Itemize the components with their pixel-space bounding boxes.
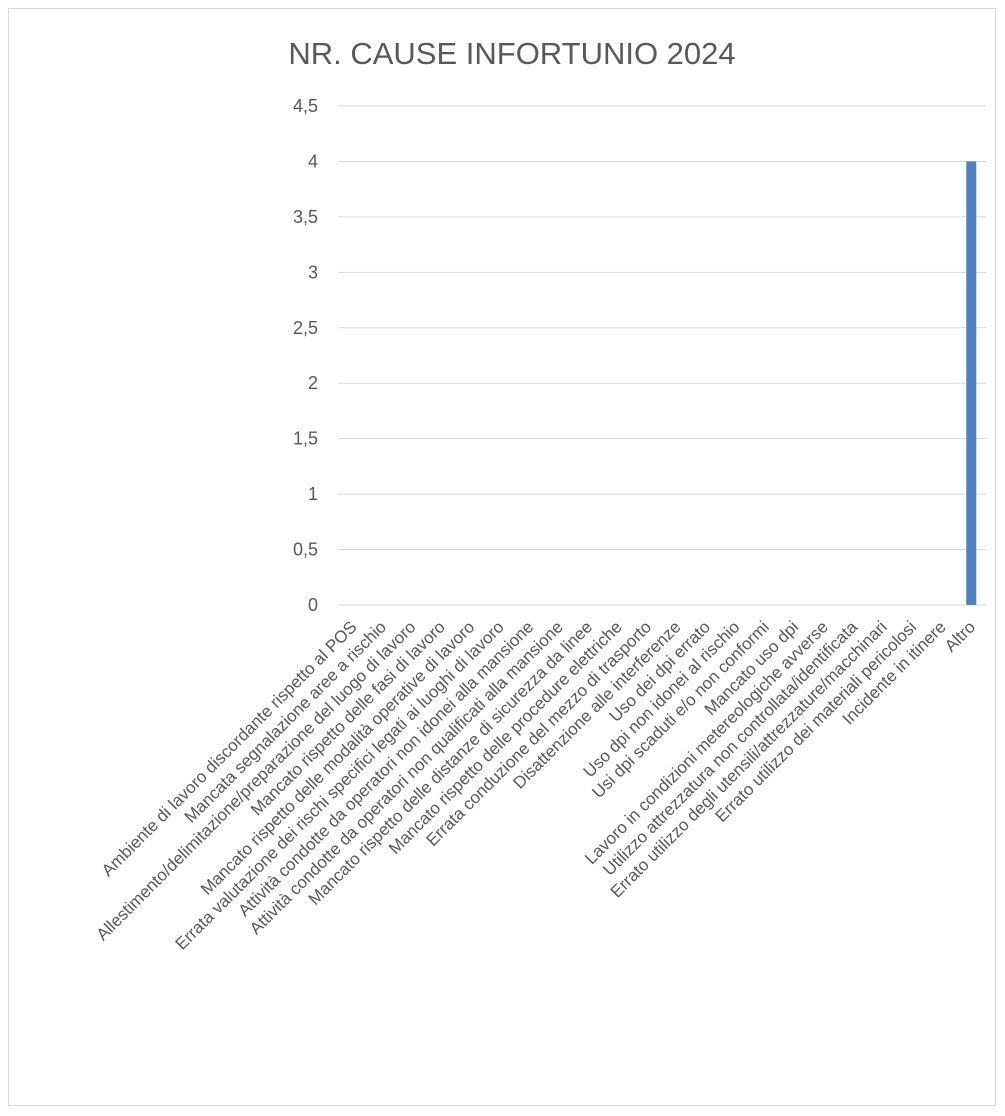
gridlines (338, 105, 986, 606)
x-axis-ticks: Ambiente di lavoro discordante rispetto … (93, 617, 979, 954)
y-tick-label: 3 (308, 262, 318, 282)
y-tick-label: 3,5 (293, 207, 318, 227)
y-tick-label: 2,5 (293, 318, 318, 338)
chart-title: NR. CAUSE INFORTUNIO 2024 (288, 36, 735, 71)
bars (966, 161, 977, 605)
y-tick-label: 1,5 (293, 429, 318, 449)
y-tick-label: 4,5 (293, 96, 318, 116)
y-tick-label: 4 (308, 151, 318, 171)
y-tick-label: 0,5 (293, 540, 318, 560)
x-tick-label: Altro (941, 617, 979, 655)
y-tick-label: 1 (308, 484, 318, 504)
chart-frame (8, 8, 996, 1106)
y-axis-ticks: 0 0,5 1 1,5 2 2,5 3 3,5 4 4,5 (293, 96, 318, 615)
y-tick-label: 2 (308, 373, 318, 393)
y-tick-label: 0 (308, 595, 318, 615)
bar (966, 161, 977, 605)
